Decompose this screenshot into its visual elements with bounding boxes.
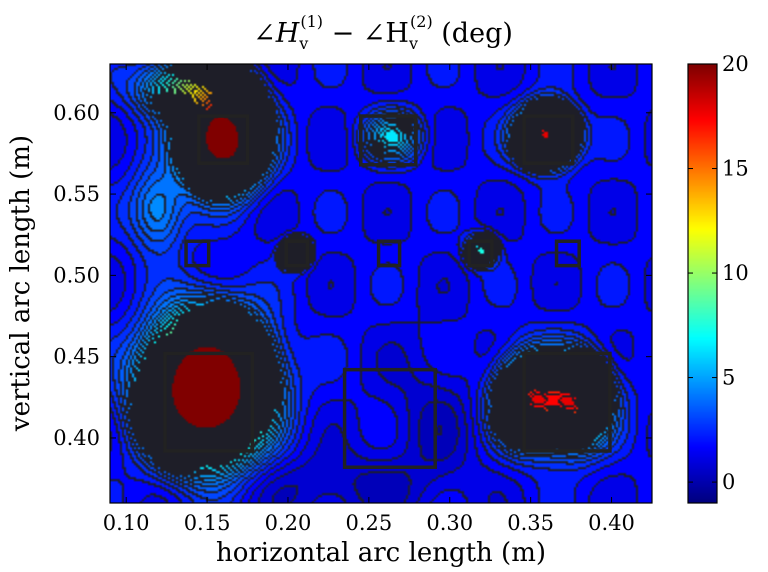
x-axis-label: horizontal arc length (m) [216, 538, 546, 568]
colorbar-gradient [688, 64, 717, 503]
y-tick-label: 0.50 [53, 263, 100, 287]
colorbar-tick-label: 10 [722, 261, 749, 285]
colorbar: 0 5 10 15 20 [688, 52, 749, 503]
plot-area: 0.10 0.15 0.20 0.25 0.30 0.35 0.40 0.40 0.45 0.5… [53, 64, 652, 535]
colorbar-tick-label: 0 [722, 470, 735, 494]
x-tick-label: 0.25 [345, 511, 392, 535]
x-tick-label: 0.30 [426, 511, 473, 535]
y-tick-label: 0.60 [53, 101, 100, 125]
y-tick-label: 0.55 [53, 182, 100, 206]
colorbar-tick-label: 15 [722, 157, 749, 181]
colorbar-tick-label: 5 [722, 366, 735, 390]
x-tick-label: 0.40 [588, 511, 635, 535]
x-tick-label: 0.10 [103, 511, 150, 535]
colorbar-tick-label: 20 [722, 52, 749, 76]
x-tick-label: 0.20 [265, 511, 312, 535]
x-tick-label: 0.15 [184, 511, 231, 535]
y-tick-label: 0.40 [53, 426, 100, 450]
y-tick-label: 0.45 [53, 345, 100, 369]
chart-title: ∠Hv(1) − ∠Hv(2) (deg) [253, 12, 513, 53]
x-tick-label: 0.35 [507, 511, 554, 535]
contour-field [110, 64, 652, 503]
y-axis-label: vertical arc length (m) [6, 135, 36, 432]
